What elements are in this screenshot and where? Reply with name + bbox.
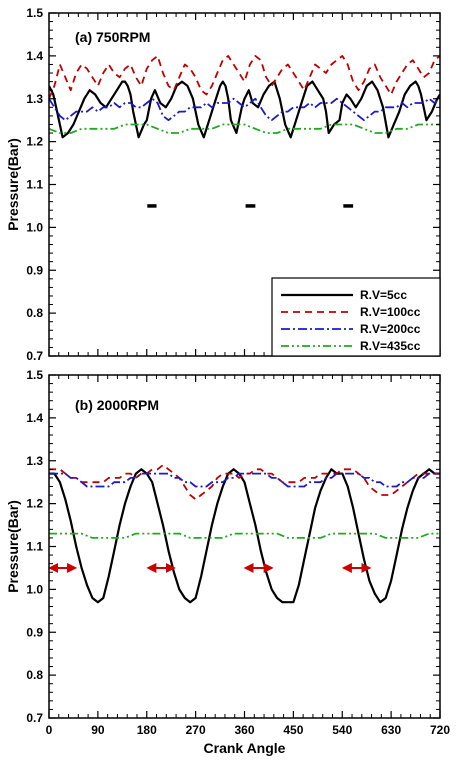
panel-title: (b) 2000RPM bbox=[75, 397, 159, 413]
y-tick-label: 1.0 bbox=[26, 220, 43, 234]
legend-box bbox=[271, 277, 441, 357]
y-tick-label: 0.9 bbox=[26, 625, 43, 639]
legend-entry-435cc: R.V=435cc bbox=[281, 339, 421, 353]
series-line-r-v-435cc bbox=[49, 532, 440, 539]
x-tick-label: 270 bbox=[186, 723, 206, 737]
series-line-r-v-5cc bbox=[49, 80, 440, 139]
legend-label-200cc: R.V=200cc bbox=[360, 322, 421, 336]
legend-entry-200cc: R.V=200cc bbox=[281, 322, 421, 336]
legend-label-5cc: R.V=5cc bbox=[360, 288, 407, 302]
legend: R.V=5cc R.V=100cc R.V=200cc R.V=435cc bbox=[271, 277, 441, 357]
series-line-r-v-200cc bbox=[49, 472, 440, 488]
x-tick-label: 180 bbox=[137, 723, 157, 737]
x-tick-label: 90 bbox=[91, 723, 105, 737]
y-tick-label: 0.7 bbox=[26, 711, 43, 725]
y-tick-label: 1.4 bbox=[26, 411, 43, 425]
y-tick-label: 1.0 bbox=[26, 582, 43, 596]
x-tick-label: 630 bbox=[381, 723, 401, 737]
y-tick-label: 1.2 bbox=[26, 497, 43, 511]
y-tick-label: 0.8 bbox=[26, 306, 43, 320]
series-line-r-v-435cc bbox=[49, 123, 440, 134]
series-line-r-v-100cc bbox=[49, 464, 440, 501]
x-tick-label: 360 bbox=[234, 723, 254, 737]
y-tick-label: 0.9 bbox=[26, 263, 43, 277]
x-axis-title: Crank Angle bbox=[204, 740, 286, 756]
series-line-r-v-100cc bbox=[49, 55, 440, 100]
panel-750rpm: 0.7 0.8 0.9 1.0 1.1 1.2 1.3 1.4 1.5 (a) 750RPM P… bbox=[5, 6, 441, 363]
x-tick-label: 720 bbox=[430, 723, 450, 737]
y-tick-label: 1.1 bbox=[26, 540, 43, 554]
y-tick-label: 0.8 bbox=[26, 668, 43, 682]
panel-2000rpm: 0.7 0.8 0.9 1.0 1.1 1.2 1.3 1.4 1.5 0 90 180 270 360… bbox=[5, 368, 450, 756]
y-tick-label: 1.1 bbox=[26, 178, 43, 192]
series-line-r-v-200cc bbox=[49, 97, 440, 122]
y-tick-label: 0.7 bbox=[26, 349, 43, 363]
legend-entry-100cc: R.V=100cc bbox=[281, 305, 421, 319]
y-tick-label: 1.3 bbox=[26, 454, 43, 468]
y-tick-label: 1.5 bbox=[26, 6, 43, 20]
panel-title: (a) 750RPM bbox=[75, 29, 150, 45]
legend-label-435cc: R.V=435cc bbox=[360, 339, 421, 353]
y-axis-title: Pressure(Bar) bbox=[5, 500, 21, 593]
x-tick-label: 450 bbox=[283, 723, 303, 737]
series-line-r-v-5cc bbox=[49, 468, 440, 604]
x-tick-label: 540 bbox=[332, 723, 352, 737]
legend-entry-5cc: R.V=5cc bbox=[281, 288, 407, 302]
y-axis-title: Pressure(Bar) bbox=[5, 138, 21, 231]
y-tick-label: 1.5 bbox=[26, 368, 43, 382]
y-tick-label: 1.3 bbox=[26, 92, 43, 106]
y-tick-label: 1.4 bbox=[26, 49, 43, 63]
x-tick-label: 0 bbox=[46, 723, 53, 737]
legend-label-100cc: R.V=100cc bbox=[360, 305, 421, 319]
y-tick-label: 1.2 bbox=[26, 135, 43, 149]
